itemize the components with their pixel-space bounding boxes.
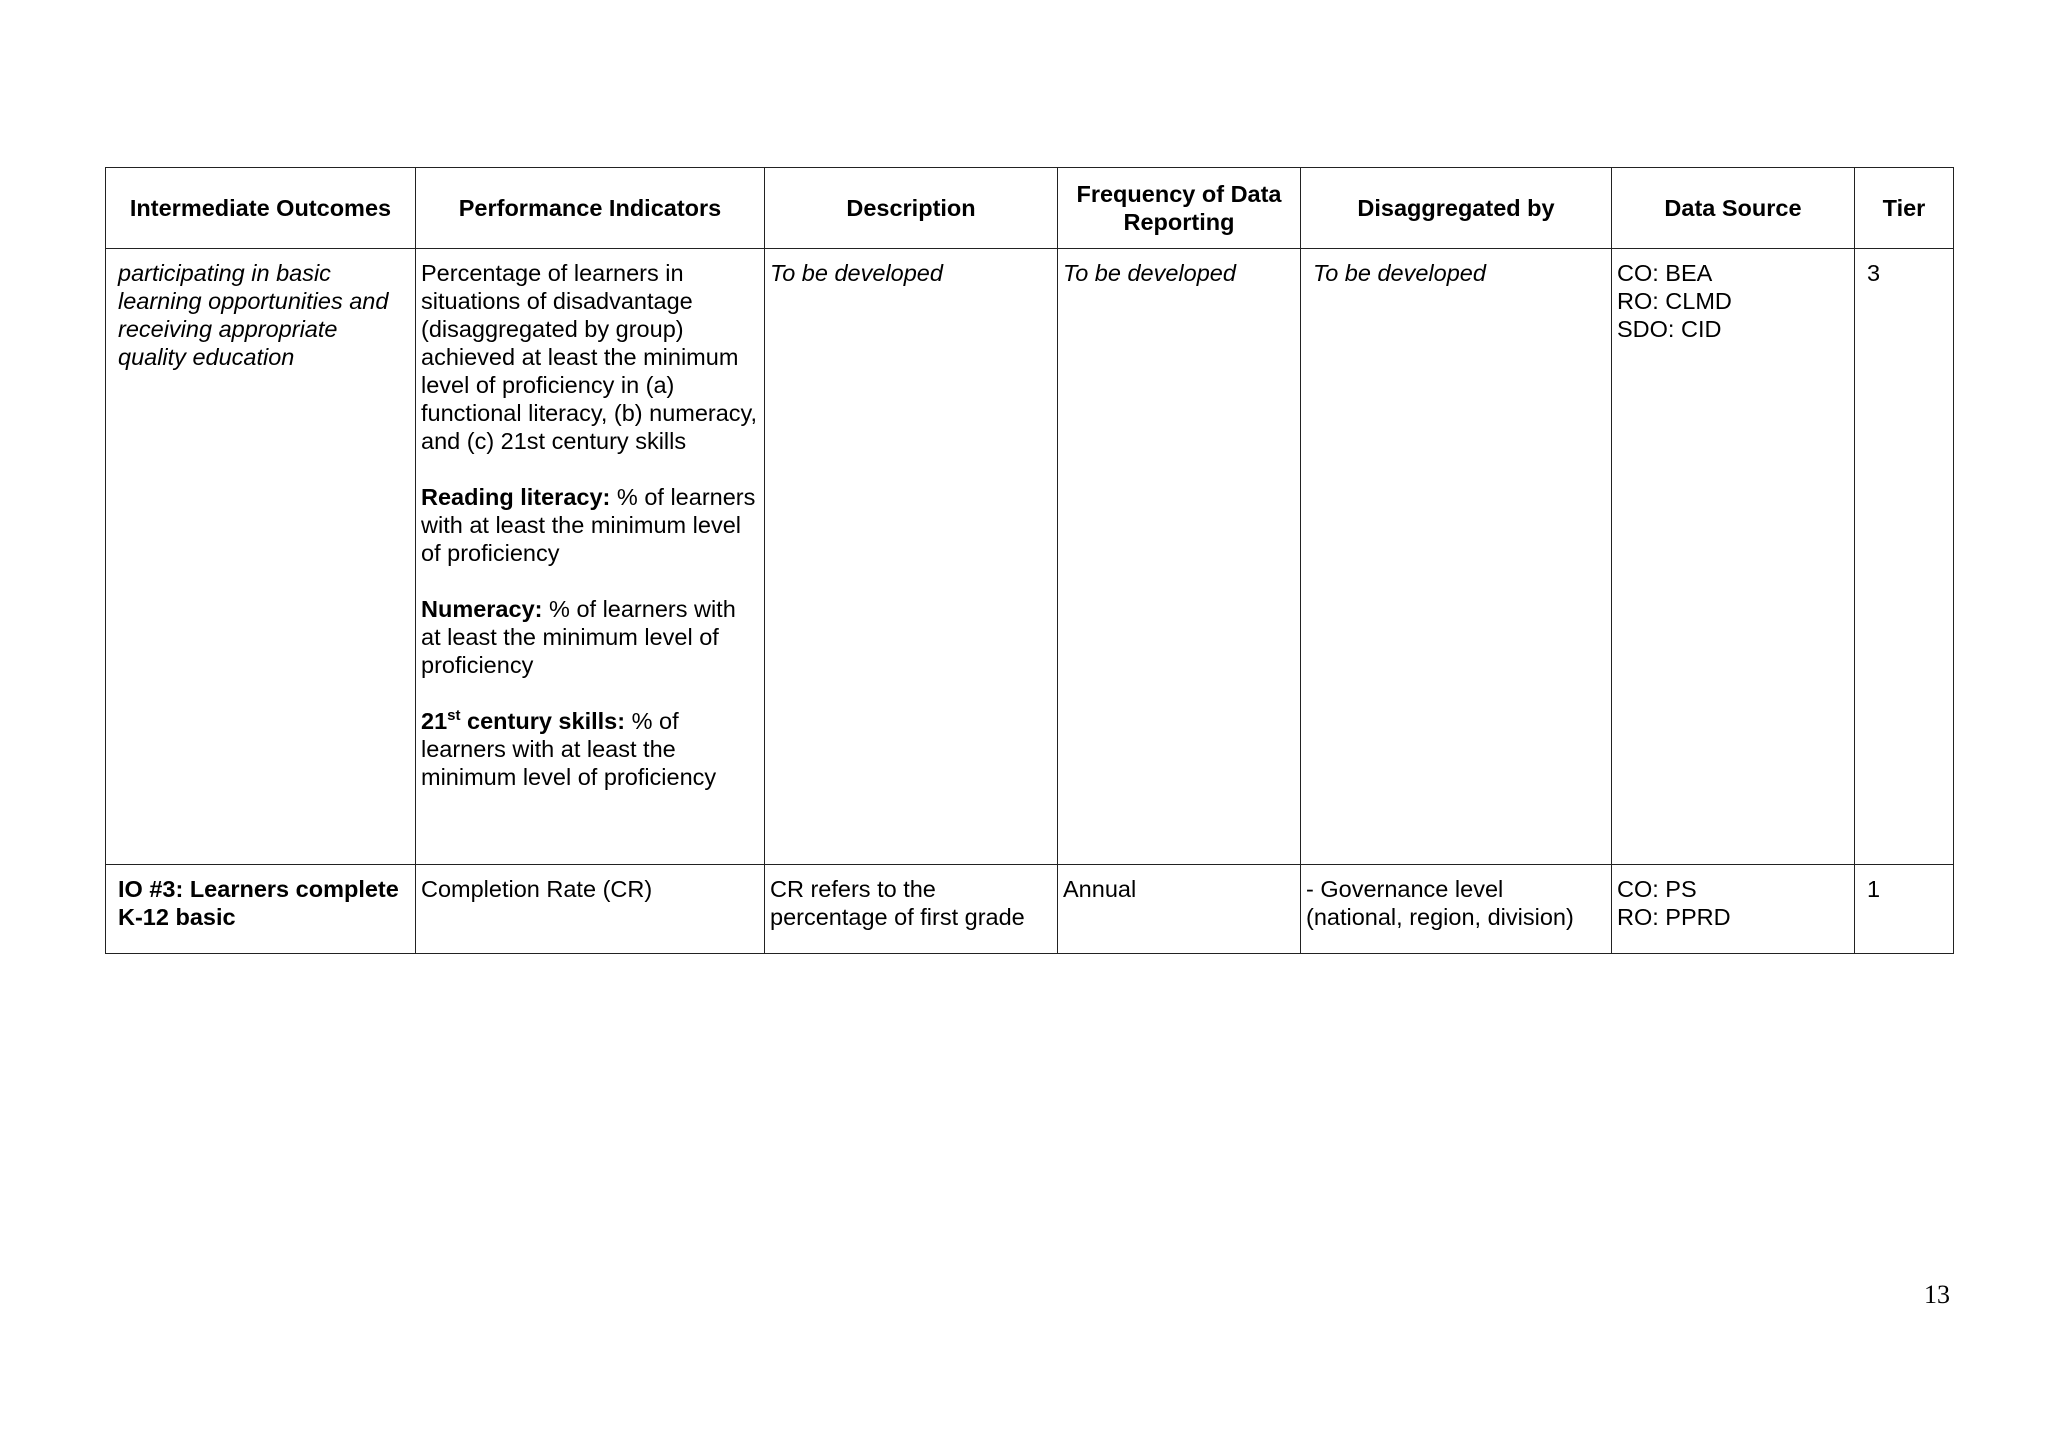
skills-label-sup: st <box>447 707 461 725</box>
header-data-source: Data Source <box>1611 167 1855 249</box>
skills-label: 21st century skills: <box>421 708 625 734</box>
header-row: Intermediate Outcomes Performance Indica… <box>105 167 1954 249</box>
data-source-line: CO: BEA <box>1617 260 1713 286</box>
header-disaggregated-by: Disaggregated by <box>1300 167 1612 249</box>
reading-literacy-indicator: Reading literacy: % of learners with at … <box>421 483 759 567</box>
disaggregated-cell: To be developed <box>1300 248 1612 865</box>
page-number: 13 <box>1924 1280 1950 1309</box>
reading-text: % of learners with at least the minimum … <box>421 484 756 566</box>
description-cell: CR refers to the percentage of first gra… <box>764 864 1058 954</box>
data-source-cell: CO: PS RO: PPRD <box>1611 864 1855 954</box>
tier-cell: 1 <box>1854 864 1954 954</box>
skills-indicator: 21st century skills: % of learners with … <box>421 707 759 791</box>
indicator-cell: Completion Rate (CR) <box>415 864 765 954</box>
data-source-line: CO: PS <box>1617 876 1697 902</box>
table-row: participating in basic learning opportun… <box>105 248 1954 865</box>
skills-label-number: 21 <box>421 708 448 734</box>
frequency-cell: Annual <box>1057 864 1301 954</box>
disaggregated-cell: - Governance level (national, region, di… <box>1300 864 1612 954</box>
outcome-cell: participating in basic learning opportun… <box>105 248 416 865</box>
table-row: IO #3: Learners complete K-12 basic Comp… <box>105 864 1954 954</box>
numeracy-text: % of learners with at least the minimum … <box>421 596 736 678</box>
data-source-line: SDO: CID <box>1617 316 1722 342</box>
skills-label-rest: century skills: <box>460 708 626 734</box>
frequency-cell: To be developed <box>1057 248 1301 865</box>
data-source-cell: CO: BEA RO: CLMD SDO: CID <box>1611 248 1855 865</box>
header-description: Description <box>764 167 1058 249</box>
header-performance-indicators: Performance Indicators <box>415 167 765 249</box>
indicator-intro: Percentage of learners in situations of … <box>421 260 758 454</box>
skills-text: % of learners with at least the minimum … <box>421 708 717 790</box>
header-tier: Tier <box>1854 167 1954 249</box>
tier-cell: 3 <box>1854 248 1954 865</box>
data-source-line: RO: PPRD <box>1617 904 1731 930</box>
header-intermediate-outcomes: Intermediate Outcomes <box>105 167 416 249</box>
indicators-table: Intermediate Outcomes Performance Indica… <box>105 167 1954 954</box>
numeracy-indicator: Numeracy: % of learners with at least th… <box>421 595 759 679</box>
header-frequency: Frequency of Data Reporting <box>1057 167 1301 249</box>
numeracy-label: Numeracy: <box>421 596 543 622</box>
data-source-line: RO: CLMD <box>1617 288 1732 314</box>
outcome-cell: IO #3: Learners complete K-12 basic <box>105 864 416 954</box>
description-cell: To be developed <box>764 248 1058 865</box>
reading-label: Reading literacy: <box>421 484 611 510</box>
indicator-cell: Percentage of learners in situations of … <box>415 248 765 865</box>
